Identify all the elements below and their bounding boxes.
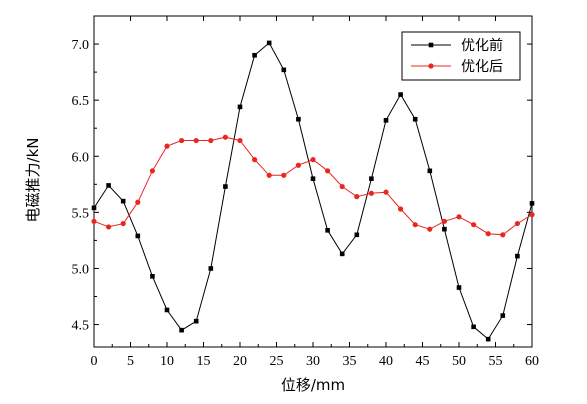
series-layer bbox=[91, 40, 535, 342]
x-tick-label: 25 bbox=[270, 354, 284, 369]
data-point bbox=[442, 226, 447, 232]
data-point bbox=[149, 168, 155, 174]
x-tick-label: 45 bbox=[416, 354, 430, 369]
series-line bbox=[93, 42, 533, 340]
data-point bbox=[179, 137, 185, 144]
x-tick-label: 10 bbox=[160, 354, 174, 369]
data-point bbox=[91, 205, 97, 211]
series-0 bbox=[91, 40, 535, 342]
data-point bbox=[529, 212, 535, 218]
x-tick-label: 5 bbox=[127, 354, 134, 369]
data-point bbox=[91, 218, 97, 224]
data-point bbox=[427, 226, 433, 232]
data-point bbox=[471, 222, 477, 228]
data-point bbox=[310, 157, 316, 163]
data-point bbox=[354, 232, 360, 238]
data-point bbox=[252, 157, 258, 163]
x-tick-label: 50 bbox=[452, 354, 466, 369]
legend-item-1: 优化后 bbox=[411, 59, 503, 75]
series-1 bbox=[91, 134, 535, 238]
data-point bbox=[412, 222, 418, 228]
data-point bbox=[325, 168, 331, 174]
data-point bbox=[135, 199, 141, 205]
data-point bbox=[208, 266, 214, 271]
data-point bbox=[120, 220, 126, 227]
data-point bbox=[193, 137, 199, 144]
data-point bbox=[441, 218, 447, 224]
data-point bbox=[515, 253, 520, 259]
data-point bbox=[456, 214, 462, 220]
data-point bbox=[310, 176, 316, 181]
data-point bbox=[398, 92, 403, 97]
series-line bbox=[93, 136, 533, 236]
x-tick-label: 15 bbox=[197, 354, 211, 369]
x-tick-label: 0 bbox=[91, 354, 98, 369]
data-point bbox=[325, 228, 330, 233]
y-tick-label: 7.0 bbox=[72, 38, 90, 53]
data-point bbox=[339, 251, 345, 257]
x-tick-label: 20 bbox=[233, 354, 247, 369]
data-point bbox=[222, 134, 228, 140]
legend-label: 优化后 bbox=[461, 59, 503, 75]
legend-marker bbox=[428, 63, 434, 69]
data-point bbox=[354, 194, 360, 200]
data-point bbox=[252, 52, 257, 58]
data-point bbox=[223, 184, 228, 189]
data-point bbox=[339, 183, 345, 190]
data-point bbox=[383, 189, 389, 195]
data-point bbox=[208, 137, 214, 144]
data-point bbox=[485, 336, 491, 342]
data-point bbox=[164, 143, 170, 149]
data-point bbox=[368, 190, 374, 196]
data-point bbox=[164, 307, 170, 313]
data-point bbox=[295, 162, 301, 168]
y-axis: 4.5 5.0 5.5 6.0 6.5 7.0 bbox=[72, 38, 532, 334]
legend-box bbox=[401, 31, 521, 81]
x-tick-label: 55 bbox=[489, 354, 503, 369]
data-point bbox=[106, 224, 112, 230]
x-tick-label: 35 bbox=[343, 354, 357, 369]
data-point bbox=[427, 168, 433, 174]
data-point bbox=[383, 118, 389, 123]
x-tick-label: 60 bbox=[525, 354, 539, 369]
data-point bbox=[296, 116, 301, 122]
legend: 优化前 优化后 bbox=[401, 31, 521, 81]
data-point bbox=[412, 116, 418, 122]
y-axis-title: 电磁推力/kN bbox=[24, 138, 42, 223]
data-point bbox=[369, 176, 374, 181]
x-axis-title: 位移/mm bbox=[281, 376, 345, 394]
data-point bbox=[281, 172, 287, 178]
legend-marker bbox=[428, 42, 434, 48]
data-point bbox=[150, 274, 155, 279]
x-tick-label: 40 bbox=[379, 354, 393, 369]
data-point bbox=[106, 183, 111, 188]
data-point bbox=[529, 201, 535, 206]
data-point bbox=[500, 232, 506, 238]
data-point bbox=[398, 206, 404, 212]
data-point bbox=[237, 137, 243, 144]
data-point bbox=[514, 220, 521, 227]
y-tick-label: 5.5 bbox=[72, 206, 90, 221]
data-point bbox=[179, 327, 184, 333]
data-point bbox=[266, 40, 272, 46]
x-axis: 0 5 10 15 20 25 30 35 40 45 50 55 60 bbox=[91, 16, 539, 369]
data-point bbox=[456, 285, 462, 290]
data-point bbox=[500, 313, 506, 318]
data-point bbox=[135, 233, 141, 239]
x-tick-label: 30 bbox=[306, 354, 320, 369]
data-point bbox=[193, 318, 199, 324]
data-point bbox=[281, 67, 287, 73]
legend-label: 优化前 bbox=[461, 37, 503, 54]
y-tick-label: 5.0 bbox=[72, 262, 90, 277]
data-point bbox=[471, 324, 476, 330]
data-point bbox=[120, 198, 126, 204]
legend-item-0: 优化前 bbox=[411, 37, 503, 54]
y-tick-label: 6.0 bbox=[72, 150, 90, 165]
data-point bbox=[266, 172, 272, 178]
y-tick-label: 4.5 bbox=[72, 319, 90, 334]
data-point bbox=[237, 104, 243, 110]
y-tick-label: 6.5 bbox=[72, 94, 90, 109]
data-point bbox=[485, 231, 491, 237]
